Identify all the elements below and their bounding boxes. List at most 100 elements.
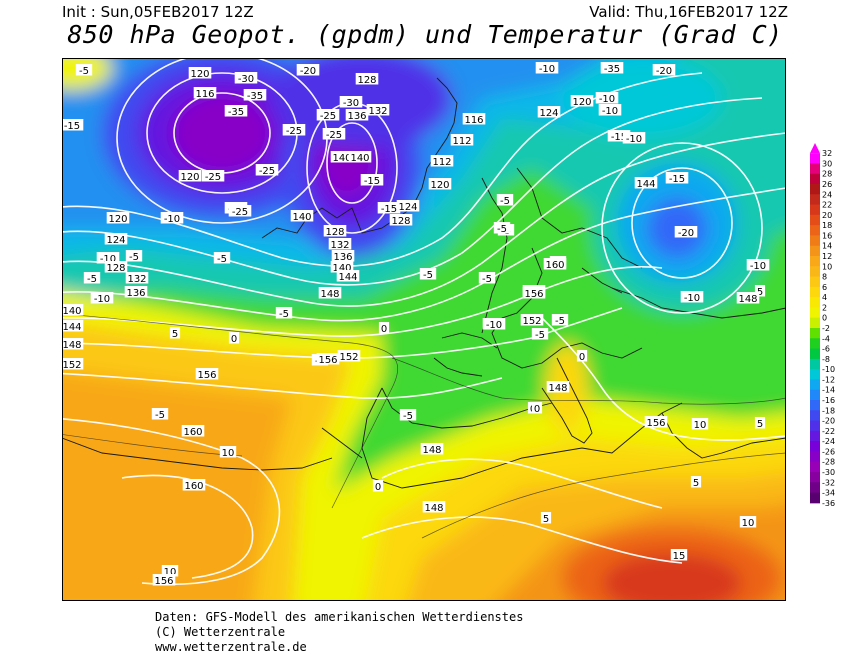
temperature-label: -5 bbox=[83, 272, 101, 285]
data-source-text: Daten: GFS-Modell des amerikanischen Wet… bbox=[155, 610, 524, 624]
legend-level-label: 18 bbox=[822, 221, 832, 230]
geopotential-label: 116 bbox=[462, 113, 486, 126]
svg-text:152: 152 bbox=[522, 316, 541, 327]
svg-text:-30: -30 bbox=[238, 74, 254, 85]
svg-text:-10: -10 bbox=[539, 64, 555, 75]
svg-text:-10: -10 bbox=[486, 320, 502, 331]
legend-level-label: 4 bbox=[822, 293, 827, 302]
geopotential-label: 160 bbox=[543, 258, 567, 271]
legend-level-label: 8 bbox=[822, 273, 827, 282]
svg-text:-10: -10 bbox=[599, 94, 615, 105]
legend-arrow-top bbox=[810, 143, 820, 154]
geopotential-label: 156 bbox=[316, 353, 340, 366]
temperature-label: -10 bbox=[96, 252, 120, 265]
svg-text:10: 10 bbox=[742, 518, 755, 529]
temperature-label: -5 bbox=[275, 307, 293, 320]
geopotential-labels: 1201161281321361201241161121121201401401… bbox=[62, 67, 760, 587]
svg-text:-15: -15 bbox=[381, 204, 397, 215]
legend-swatch bbox=[810, 400, 820, 411]
svg-text:-5: -5 bbox=[279, 309, 289, 320]
svg-text:-10: -10 bbox=[626, 134, 642, 145]
temperature-label: -20 bbox=[296, 64, 320, 77]
svg-text:5: 5 bbox=[757, 419, 763, 430]
legend-level-label: 10 bbox=[822, 262, 832, 271]
svg-text:128: 128 bbox=[106, 263, 125, 274]
svg-text:-35: -35 bbox=[247, 91, 263, 102]
svg-text:0: 0 bbox=[534, 404, 540, 415]
legend-swatch bbox=[810, 461, 820, 473]
svg-text:124: 124 bbox=[398, 202, 417, 213]
geopotential-label: 144 bbox=[336, 270, 360, 283]
svg-text:144: 144 bbox=[636, 179, 655, 190]
svg-text:128: 128 bbox=[325, 227, 344, 238]
geopotential-label: 152 bbox=[337, 350, 361, 363]
svg-text:-5: -5 bbox=[497, 224, 507, 235]
svg-text:136: 136 bbox=[333, 252, 352, 263]
temperature-field bbox=[62, 58, 786, 601]
temperature-label: -10 bbox=[680, 291, 704, 304]
legend-level-label: -12 bbox=[822, 375, 835, 384]
temperature-label: -35 bbox=[243, 89, 267, 102]
website-link[interactable]: www.wetterzentrale.de bbox=[155, 640, 307, 654]
legend-swatch bbox=[810, 276, 820, 288]
geopotential-label: 124 bbox=[537, 106, 561, 119]
legend-level-label: 2 bbox=[822, 303, 827, 312]
svg-text:148: 148 bbox=[320, 289, 339, 300]
svg-text:-35: -35 bbox=[604, 64, 620, 75]
temperature-label: -15 bbox=[377, 202, 401, 215]
legend-swatch bbox=[810, 225, 820, 236]
legend-level-label: -4 bbox=[822, 334, 830, 343]
svg-text:148: 148 bbox=[738, 294, 757, 305]
temperature-label: -5 bbox=[213, 252, 231, 265]
svg-text:128: 128 bbox=[391, 216, 410, 227]
svg-text:116: 116 bbox=[464, 115, 483, 126]
temperature-label: -35 bbox=[224, 105, 248, 118]
temperature-label: -25 bbox=[255, 164, 279, 177]
temperature-label: -10 bbox=[90, 292, 114, 305]
legend-swatch bbox=[810, 173, 820, 185]
legend-swatch bbox=[810, 410, 820, 422]
svg-text:-5: -5 bbox=[482, 274, 492, 285]
svg-text:112: 112 bbox=[432, 157, 451, 168]
svg-text:-5: -5 bbox=[403, 411, 413, 422]
svg-text:-10: -10 bbox=[100, 254, 116, 265]
temperature-label: 0 bbox=[576, 350, 588, 363]
geopotential-label: 120 bbox=[106, 212, 130, 225]
geopotential-label: 156 bbox=[195, 368, 219, 381]
geopotential-label: 160 bbox=[182, 479, 206, 492]
legend-level-label: 6 bbox=[822, 283, 827, 292]
svg-text:128: 128 bbox=[357, 75, 376, 86]
svg-text:140: 140 bbox=[350, 153, 369, 164]
legend-swatch bbox=[810, 163, 820, 175]
legend-swatch bbox=[810, 307, 820, 319]
svg-text:-25: -25 bbox=[286, 126, 302, 137]
legend-swatch bbox=[810, 184, 820, 195]
legend-level-label: 14 bbox=[822, 242, 832, 251]
svg-text:-5: -5 bbox=[500, 196, 510, 207]
temperature-label: -5 bbox=[478, 272, 496, 285]
svg-text:0: 0 bbox=[381, 324, 387, 335]
map-frame bbox=[62, 58, 786, 601]
legend-level-label: -28 bbox=[822, 458, 835, 467]
legend-level-label: -30 bbox=[822, 468, 835, 477]
geopotential-label: 148 bbox=[736, 292, 760, 305]
svg-text:-5: -5 bbox=[423, 270, 433, 281]
legend-swatch bbox=[810, 204, 820, 216]
temperature-labels: -5-30-35-35-20-30-25-25-25-25-25-10 -35 -2… bbox=[62, 62, 770, 578]
temperature-label: -10 bbox=[595, 92, 619, 105]
svg-text:120: 120 bbox=[180, 172, 199, 183]
svg-text:144: 144 bbox=[338, 272, 357, 283]
legend-level-label: -18 bbox=[822, 406, 835, 415]
legend-level-label: 22 bbox=[822, 201, 832, 210]
svg-text:-5: -5 bbox=[129, 252, 139, 263]
svg-text:-5: -5 bbox=[155, 410, 165, 421]
svg-text:-25: -25 bbox=[205, 172, 221, 183]
svg-text:-25: -25 bbox=[320, 111, 336, 122]
temperature-label: -10 bbox=[622, 132, 646, 145]
temperature-label: 5 bbox=[754, 417, 766, 430]
geopotential-label: 156 bbox=[644, 416, 668, 429]
geopotential-label: 120 bbox=[570, 95, 594, 108]
svg-text:120: 120 bbox=[430, 180, 449, 191]
svg-text:132: 132 bbox=[330, 240, 349, 251]
geopotential-label: 120 bbox=[178, 170, 202, 183]
